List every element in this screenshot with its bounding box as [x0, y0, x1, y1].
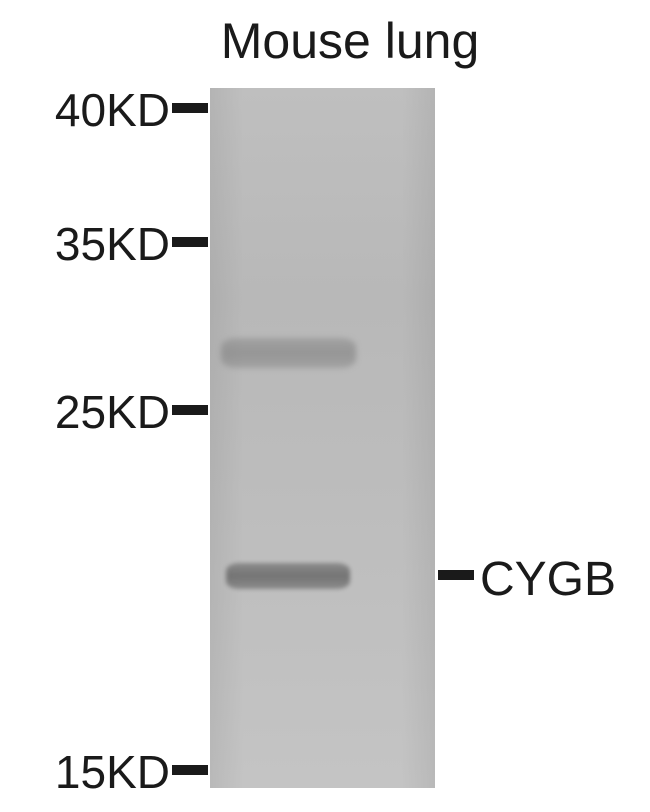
- gel-lane-background: [210, 88, 435, 788]
- marker-tick-40kd: [172, 103, 208, 113]
- marker-label-25kd: 25KD: [10, 385, 170, 439]
- lane-title: Mouse lung: [200, 12, 500, 70]
- western-blot-figure: { "figure": { "type": "western-blot", "b…: [0, 0, 650, 812]
- cygb-band: [226, 563, 350, 589]
- marker-tick-25kd: [172, 405, 208, 415]
- gel-lane: [210, 88, 435, 788]
- upper-band: [221, 338, 356, 368]
- marker-tick-15kd: [172, 765, 208, 775]
- marker-label-40kd: 40KD: [10, 83, 170, 137]
- marker-tick-35kd: [172, 237, 208, 247]
- marker-label-15kd: 15KD: [10, 745, 170, 799]
- protein-label-tick: [438, 570, 474, 580]
- protein-label: CYGB: [480, 552, 616, 607]
- marker-label-35kd: 35KD: [10, 217, 170, 271]
